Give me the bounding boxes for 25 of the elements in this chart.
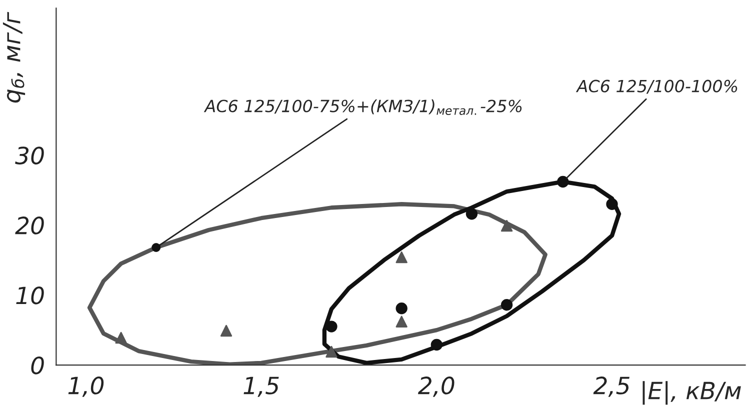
x-tick-label: 2,0 — [418, 376, 454, 397]
x-axis-title: |E|, кВ/м — [642, 381, 741, 405]
point — [500, 299, 513, 311]
point — [396, 316, 408, 328]
point — [326, 346, 338, 358]
annotation: АС6 125/100-75%+(КМЗ/1)$_{метал.}$-25% — [204, 99, 522, 115]
point — [220, 324, 232, 337]
x-tick-label: 1,5 — [244, 376, 279, 397]
point — [500, 220, 513, 232]
y-tick-label: 0 — [31, 356, 44, 374]
y-axis-title: q$_{б}$, мг/г — [2, 12, 26, 103]
y-tick-label: 10 — [16, 286, 44, 304]
y-tick-label: 20 — [15, 216, 44, 234]
x-tick-label: 2,5 — [593, 376, 630, 397]
annotation: АС6 125/100-100% — [576, 80, 738, 94]
point — [396, 302, 408, 314]
point — [115, 332, 127, 344]
point — [430, 338, 443, 351]
x-tick-label: 1,0 — [68, 376, 104, 397]
point — [466, 208, 478, 220]
point — [606, 198, 618, 210]
point — [557, 176, 569, 188]
point — [326, 320, 338, 332]
y-tick-label: 30 — [15, 146, 44, 164]
point — [396, 251, 408, 264]
